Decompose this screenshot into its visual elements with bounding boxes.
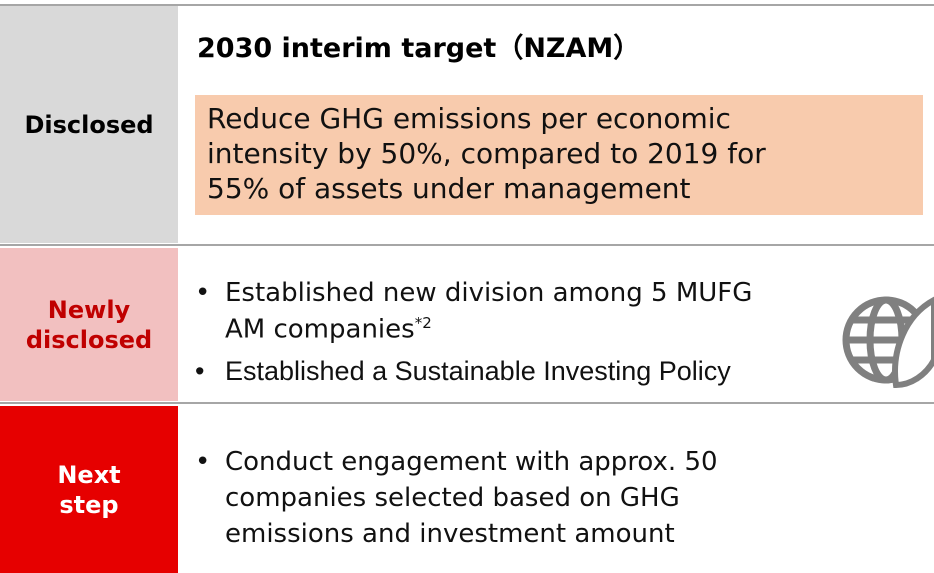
bullet: • Conduct engagement with approx. 50 com… — [195, 444, 718, 552]
globe-icon — [842, 296, 934, 389]
label-text: Disclosed — [24, 110, 154, 139]
separator — [0, 4, 934, 6]
target-box: Reduce GHG emissions per economic intens… — [195, 95, 923, 215]
bullet-line: emissions and investment amount — [225, 519, 675, 549]
box-line: Reduce GHG emissions per economic — [207, 102, 731, 135]
bullet-line: Conduct engagement with approx. 50 — [225, 447, 718, 477]
bullet: • Established new division among 5 MUFG A… — [195, 278, 753, 345]
row-label: Newly disclosed — [0, 248, 178, 401]
row-label: Disclosed — [0, 6, 178, 243]
target-title: 2030 interim target（NZAM） — [197, 33, 641, 64]
box-line: intensity by 50%, compared to 2019 for — [207, 137, 766, 170]
bullet-line: Established new division among 5 MUFG — [225, 278, 753, 308]
label-text: step — [59, 490, 119, 519]
bullet-line: AM companies — [225, 314, 415, 345]
footnote-ref: *2 — [414, 314, 432, 332]
separator — [0, 402, 934, 404]
box-line: 55% of assets under management — [207, 172, 691, 205]
bullet: • Established a Sustainable Investing Po… — [195, 356, 731, 386]
label-text: disclosed — [25, 325, 153, 354]
row-label: Next step — [0, 406, 178, 573]
label-text: Newly — [47, 295, 131, 324]
separator — [0, 244, 934, 246]
bullet-line: Established a Sustainable Investing Poli… — [225, 356, 731, 386]
bullet-line: companies selected based on GHG — [225, 483, 680, 513]
label-text: Next — [57, 460, 121, 489]
